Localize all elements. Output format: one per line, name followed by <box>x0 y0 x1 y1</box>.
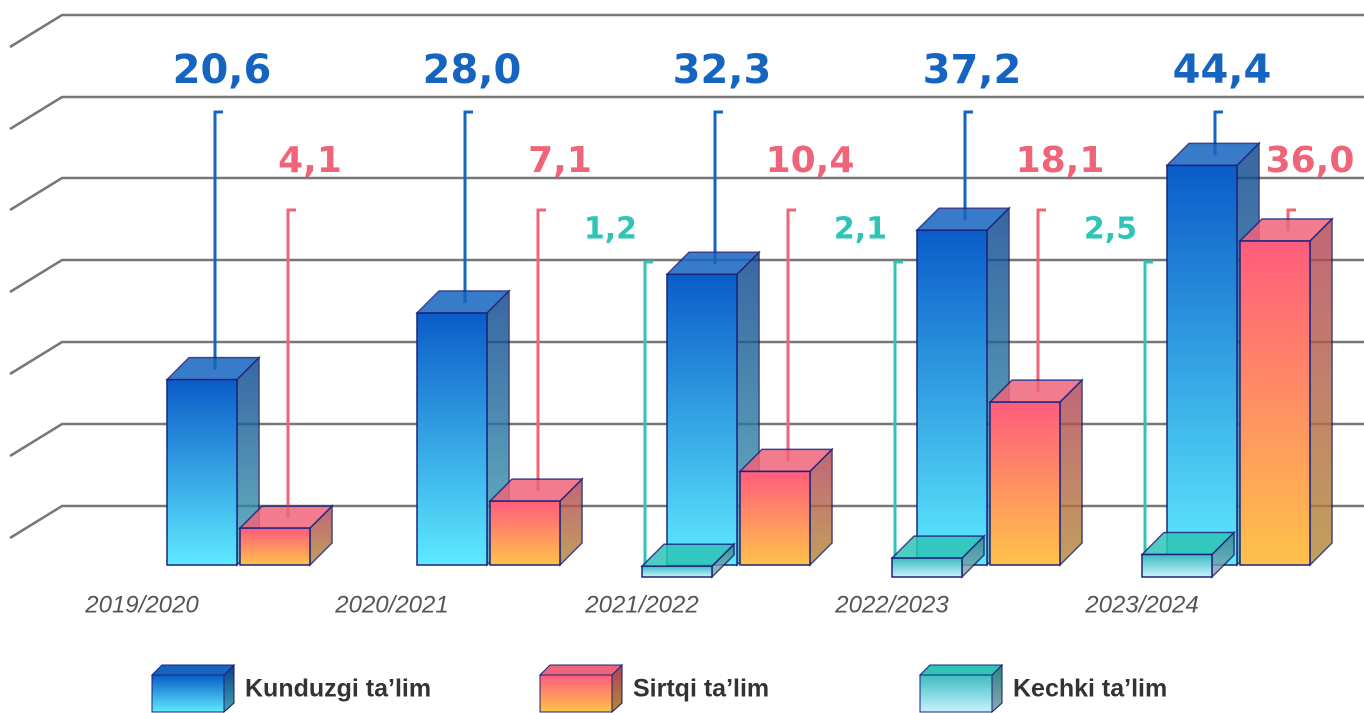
bar <box>239 527 311 566</box>
value-label: 28,0 <box>423 47 522 93</box>
leader-line <box>963 110 973 221</box>
bar <box>891 557 963 578</box>
legend-label: Kunduzgi ta’lim <box>245 675 431 703</box>
value-label: 2,1 <box>834 212 887 247</box>
value-label: 10,4 <box>766 140 855 181</box>
leader-line <box>286 208 296 519</box>
value-label: 1,2 <box>584 212 637 247</box>
legend-swatch <box>919 674 993 713</box>
leader-line <box>643 260 653 567</box>
bar-side <box>1309 217 1333 567</box>
bar <box>416 312 488 566</box>
bar <box>1239 240 1311 566</box>
leader-line <box>1213 110 1223 156</box>
value-label: 2,5 <box>1084 212 1137 247</box>
legend-top <box>150 664 236 676</box>
bar <box>1166 164 1238 566</box>
leader-line <box>1036 208 1046 393</box>
leader-line <box>893 260 903 559</box>
x-tick-label: 2021/2022 <box>584 591 698 618</box>
bar <box>739 470 811 566</box>
leader-line <box>463 110 473 303</box>
value-label: 37,2 <box>923 47 1022 93</box>
bar <box>489 500 561 566</box>
x-tick-label: 2023/2024 <box>1084 591 1198 618</box>
bar <box>1141 553 1213 578</box>
value-label: 36,0 <box>1266 140 1355 181</box>
leader-line <box>213 110 223 370</box>
x-tick-label: 2022/2023 <box>834 591 949 618</box>
value-label: 32,3 <box>673 47 772 93</box>
bar <box>916 229 988 566</box>
legend-top <box>918 664 1004 676</box>
value-label: 20,6 <box>173 47 272 93</box>
legend-label: Sirtqi ta’lim <box>633 675 769 703</box>
bar <box>166 378 238 566</box>
leader-line <box>1143 260 1153 555</box>
x-tick-label: 2020/2021 <box>334 591 448 618</box>
leader-line <box>786 208 796 462</box>
legend-top <box>538 664 624 676</box>
leader-line <box>536 208 546 492</box>
value-label: 7,1 <box>528 140 592 181</box>
value-label: 44,4 <box>1173 47 1272 93</box>
grid-line <box>9 176 1364 212</box>
bar <box>666 273 738 566</box>
bar <box>641 565 713 578</box>
legend-label: Kechki ta’lim <box>1013 675 1167 703</box>
legend-swatch <box>151 674 225 713</box>
leader-line <box>713 110 723 265</box>
bar <box>989 401 1061 566</box>
bar-side <box>1059 378 1083 567</box>
value-label: 18,1 <box>1016 140 1105 181</box>
legend-swatch <box>539 674 613 713</box>
value-label: 4,1 <box>278 140 342 181</box>
x-tick-label: 2019/2020 <box>84 591 199 618</box>
grid-line <box>9 95 1364 131</box>
grid-line <box>9 13 1364 49</box>
